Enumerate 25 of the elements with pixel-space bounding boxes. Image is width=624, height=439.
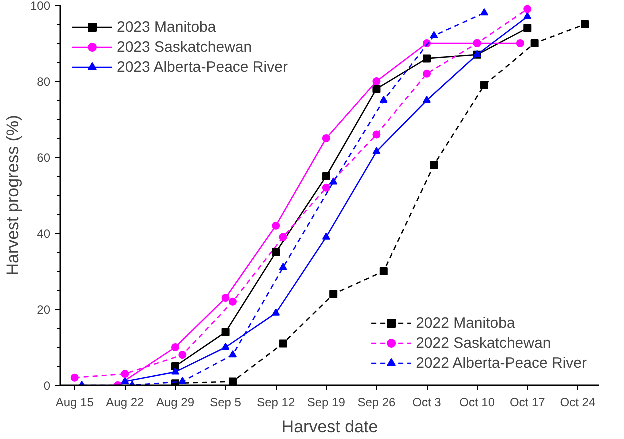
x-tick-label: Oct 17 xyxy=(510,396,546,410)
x-tick-label: Oct 3 xyxy=(412,396,442,410)
legend-label: 2023 Manitoba xyxy=(117,18,216,36)
legend-label: 2022 Manitoba xyxy=(416,314,516,332)
y-tick-label: 0 xyxy=(44,379,51,393)
x-tick-label: Sep 19 xyxy=(307,396,346,410)
legend-label: 2023 Saskatchewan xyxy=(117,38,252,56)
y-tick-label: 20 xyxy=(37,303,51,317)
x-tick-label: Aug 22 xyxy=(106,396,145,410)
legend-label: 2022 Alberta-Peace River xyxy=(416,354,587,372)
y-tick-label: 40 xyxy=(37,227,51,241)
y-tick-label: 100 xyxy=(30,0,51,13)
x-tick-label: Sep 26 xyxy=(358,396,396,410)
legend-label: 2022 Saskatchewan xyxy=(416,334,552,352)
x-tick-label: Oct 10 xyxy=(460,396,496,410)
x-axis-title: Harvest date xyxy=(282,418,378,436)
legend-label: 2023 Alberta-Peace River xyxy=(117,58,288,76)
y-axis-title: Harvest progress (%) xyxy=(3,115,22,276)
y-tick-label: 60 xyxy=(37,151,51,165)
x-tick-label: Aug 29 xyxy=(156,396,195,410)
x-tick-label: Sep 5 xyxy=(210,396,242,410)
x-tick-label: Aug 15 xyxy=(56,396,94,410)
x-tick-label: Oct 24 xyxy=(560,396,596,410)
y-tick-label: 80 xyxy=(37,75,51,89)
x-tick-label: Sep 12 xyxy=(257,396,296,410)
